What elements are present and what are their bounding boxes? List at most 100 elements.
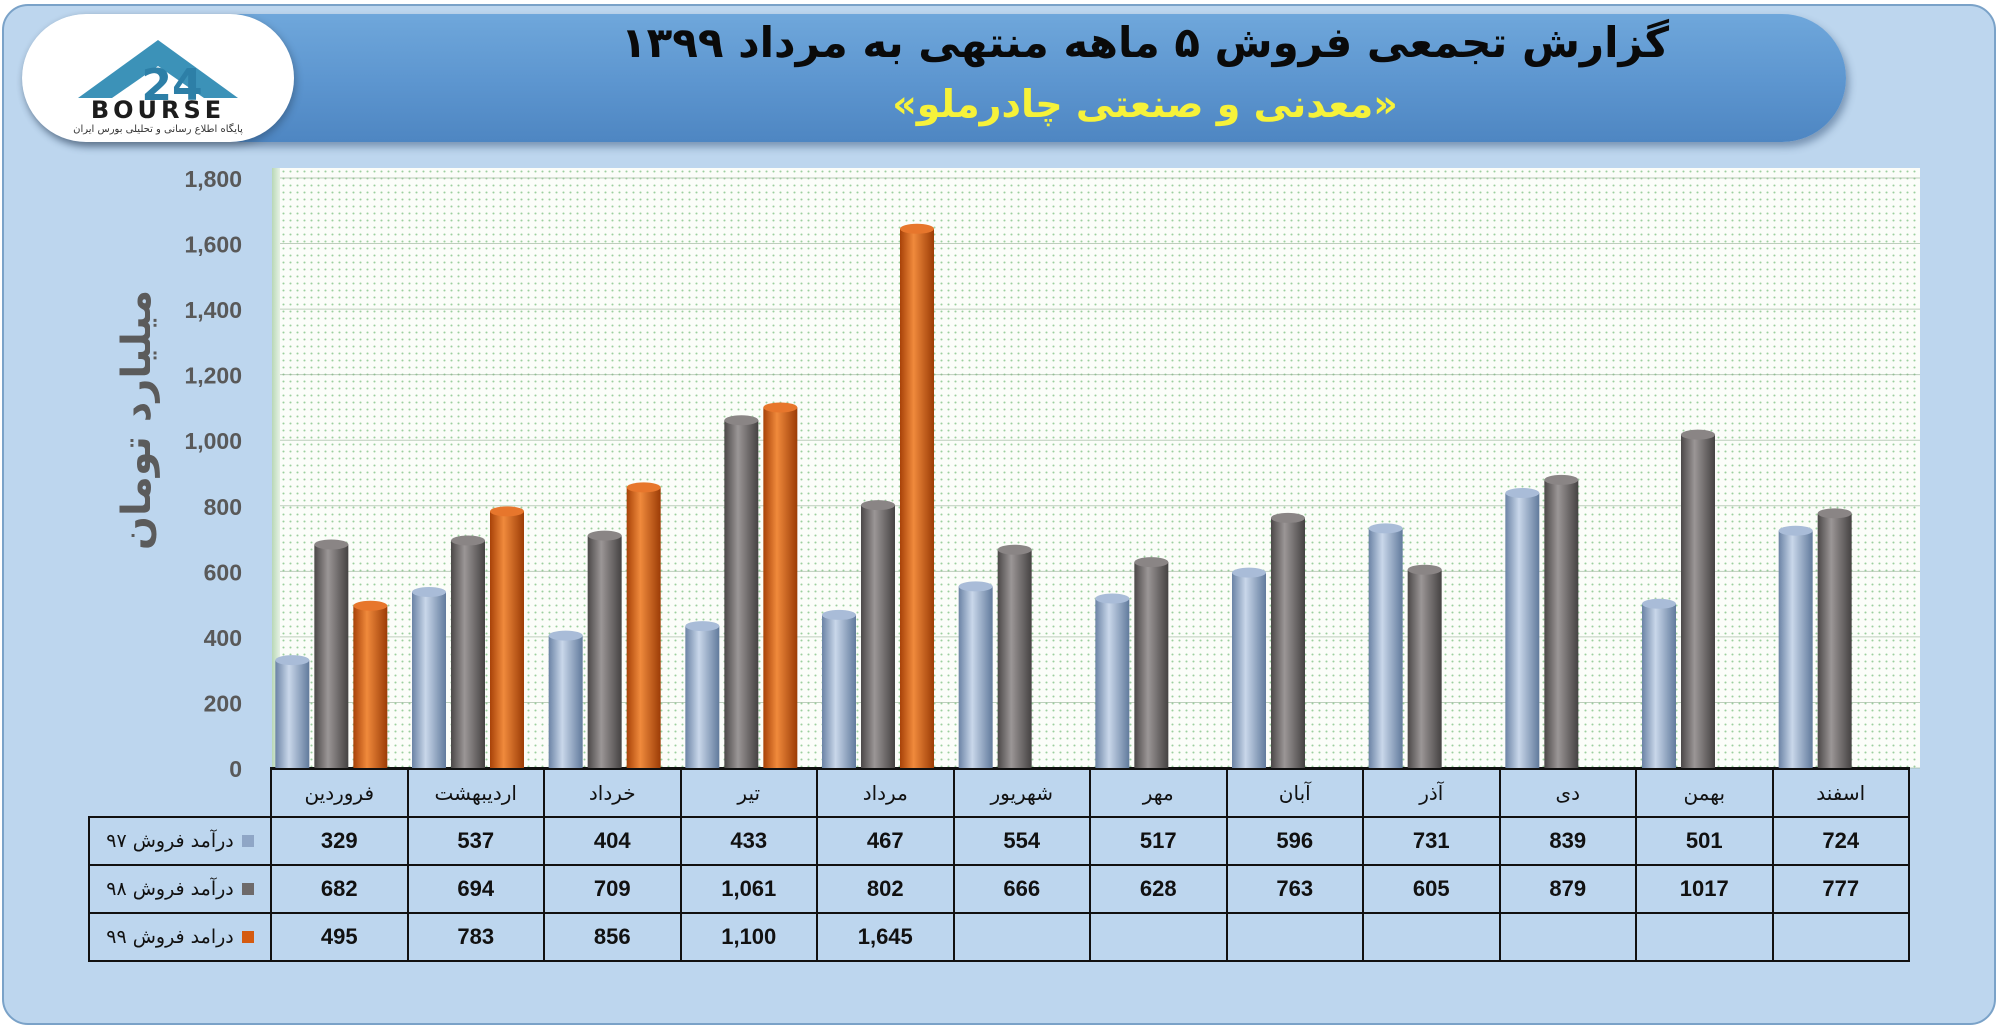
data-label — [1498, 912, 1637, 962]
chart-title: گزارش تجمعی فروش ۵ ماهه منتهی به مرداد ۱… — [620, 18, 1670, 67]
x-tick-label: فروردین — [270, 768, 409, 818]
x-tick-label: دی — [1498, 768, 1637, 818]
x-tick-label: شهریور — [952, 768, 1091, 818]
x-tick-label: آذر — [1362, 768, 1501, 818]
data-label: 554 — [952, 816, 1091, 866]
series-name: درآمد فروش ۹۷ — [106, 830, 234, 852]
data-label: 467 — [816, 816, 955, 866]
bar — [490, 506, 524, 768]
data-label: 879 — [1498, 864, 1637, 914]
x-tick-label: بهمن — [1635, 768, 1774, 818]
data-label: 1017 — [1635, 864, 1774, 914]
bar — [763, 402, 798, 768]
x-tick-label: اسفند — [1771, 768, 1910, 818]
logo-24-icon: 24 BOURSE پایگاه اطلاع رسانی و تحلیلی بو… — [73, 40, 243, 135]
data-label — [1635, 912, 1774, 962]
data-label — [1225, 912, 1364, 962]
data-label: 329 — [270, 816, 409, 866]
bar — [861, 500, 895, 768]
bar — [1407, 564, 1442, 768]
legend-entry: درامد فروش ۹۹ — [88, 912, 272, 962]
y-axis-label: میلیارد تومان — [114, 289, 160, 551]
data-label: 856 — [543, 912, 682, 962]
svg-text:24: 24 — [141, 60, 202, 111]
x-tick-label: تیر — [679, 768, 818, 818]
table-row: درآمد فروش ۹۷ 329 537 404 433 467 554 517 596 731… — [88, 816, 1910, 866]
data-label: 731 — [1362, 816, 1501, 866]
x-tick-label: اردیبهشت — [406, 768, 545, 818]
legend-swatch — [241, 835, 254, 847]
legend-swatch — [241, 883, 254, 895]
data-label: 596 — [1225, 816, 1364, 866]
x-tick-label: مرداد — [816, 768, 955, 818]
bar — [412, 586, 446, 768]
y-tick-label: 800 — [204, 494, 242, 520]
bourse24-logo: 24 BOURSE پایگاه اطلاع رسانی و تحلیلی بو… — [22, 14, 294, 142]
table-row: درآمد فروش ۹۸ 682 694 709 1,061 802 666 628 763 6… — [88, 864, 1910, 914]
bar — [548, 630, 583, 768]
bar — [1271, 512, 1305, 768]
legend-swatch — [241, 931, 254, 943]
bar — [822, 609, 856, 768]
data-label: 433 — [679, 816, 818, 866]
series-name: درآمد فروش ۹۸ — [106, 878, 234, 900]
data-label: 628 — [1089, 864, 1228, 914]
chart-subtitle: «معدنی و صنعتی چادرملو» — [892, 82, 1398, 126]
bar — [1544, 474, 1579, 768]
data-label: 802 — [816, 864, 955, 914]
legend-entry: درآمد فروش ۹۷ — [88, 816, 272, 866]
bar — [626, 482, 661, 768]
bar — [1817, 508, 1852, 768]
x-tick-label: آبان — [1225, 768, 1364, 818]
data-label: 783 — [406, 912, 545, 962]
data-label: 404 — [543, 816, 682, 866]
data-label: 1,645 — [816, 912, 955, 962]
table-header-row: فروردین اردیبهشت خرداد تیر مرداد شهریور مهر آبا… — [89, 768, 1910, 818]
y-tick-label: 600 — [204, 559, 242, 585]
data-label — [1362, 912, 1501, 962]
bar — [997, 544, 1032, 768]
y-tick-label: 1,200 — [184, 363, 242, 389]
bar — [900, 223, 934, 769]
bar — [1505, 487, 1540, 768]
table-corner — [89, 769, 272, 818]
data-label: 724 — [1771, 816, 1910, 866]
series-name: درامد فروش ۹۹ — [106, 926, 234, 948]
x-tick-label: خرداد — [543, 768, 682, 818]
data-label — [952, 912, 1091, 962]
data-label: 605 — [1362, 864, 1501, 914]
bar — [451, 535, 485, 768]
data-label: 763 — [1225, 864, 1364, 914]
data-table: فروردین اردیبهشت خرداد تیر مرداد شهریور مهر آبا… — [88, 768, 1910, 962]
y-tick-label: 1,800 — [184, 166, 242, 192]
bar — [1134, 557, 1169, 768]
data-label — [1771, 912, 1910, 962]
bar — [724, 415, 759, 768]
bar — [275, 655, 310, 768]
data-label: 537 — [406, 816, 545, 866]
bar — [353, 600, 388, 768]
bar — [314, 539, 349, 768]
y-tick-label: 1,400 — [184, 297, 242, 323]
data-label — [1089, 912, 1228, 962]
data-label: 694 — [406, 864, 545, 914]
bar — [1778, 525, 1813, 768]
data-label: 839 — [1498, 816, 1637, 866]
table-row: درامد فروش ۹۹ 495 783 856 1,100 1,645 — [88, 912, 1910, 962]
data-label: 517 — [1089, 816, 1228, 866]
y-tick-label: 200 — [204, 690, 242, 716]
bar — [1681, 429, 1715, 768]
logo-text: BOURSE — [91, 96, 225, 124]
y-tick-label: 1,600 — [184, 232, 242, 258]
logo-tagline: پایگاه اطلاع رسانی و تحلیلی بورس ایران — [73, 123, 243, 135]
x-tick-label: مهر — [1089, 768, 1228, 818]
title-banner — [22, 14, 1846, 142]
bar — [587, 530, 622, 768]
bar — [958, 581, 993, 768]
data-label: 1,100 — [679, 912, 818, 962]
y-tick-label: 1,000 — [184, 428, 242, 454]
plot-side-wall — [272, 168, 280, 768]
y-tick-label: 400 — [204, 625, 242, 651]
bar — [1095, 593, 1130, 768]
